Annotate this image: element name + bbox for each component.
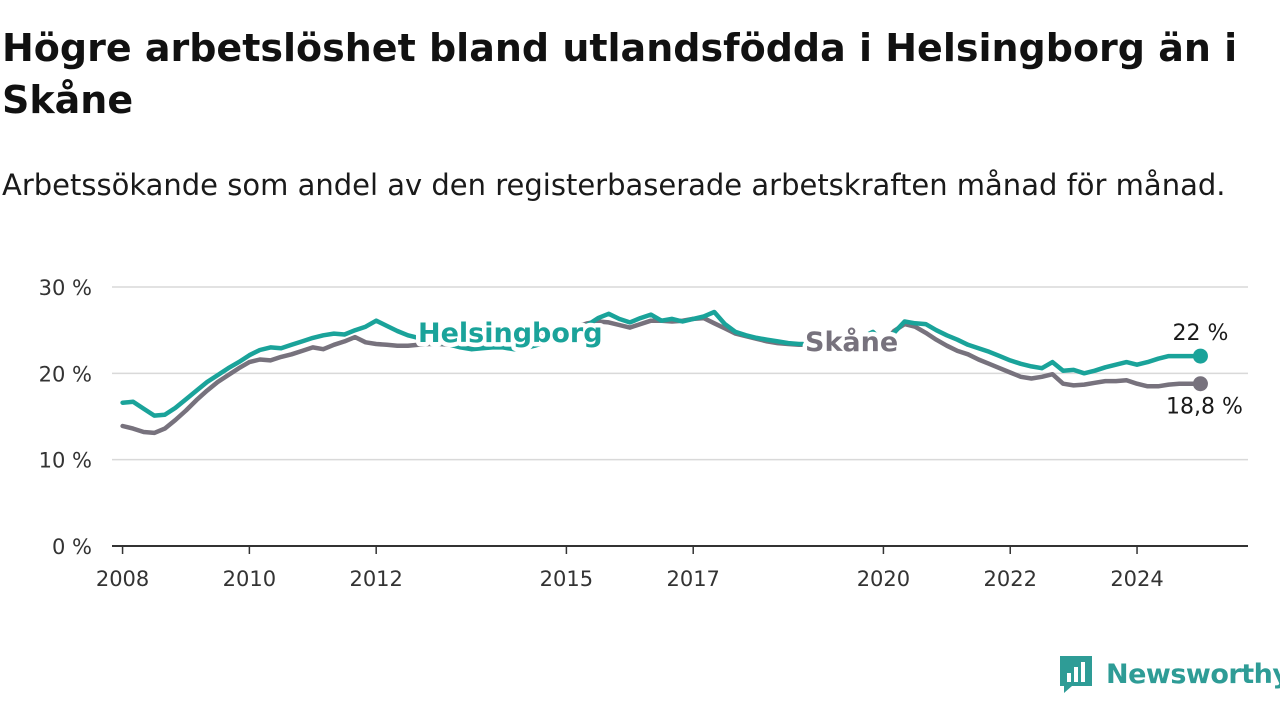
- series-label-sk-ne: Skåne: [805, 326, 898, 358]
- y-tick-label: 0 %: [52, 535, 92, 559]
- series-line-sk-ne: [120, 315, 1203, 436]
- y-tick-label: 30 %: [39, 276, 92, 300]
- y-tick-label: 10 %: [39, 449, 92, 473]
- end-value-label-helsingborg: 22 %: [1172, 321, 1228, 346]
- x-tick-label: 2022: [984, 567, 1037, 591]
- x-tick-label: 2024: [1110, 567, 1163, 591]
- logo-text: Newsworthy: [1106, 658, 1280, 690]
- x-tick-label: 2010: [223, 567, 276, 591]
- chart-title: Högre arbetslöshet bland utlandsfödda i …: [2, 26, 1238, 122]
- series-end-dot-helsingborg: [1192, 348, 1208, 364]
- x-tick-label: 2012: [349, 567, 402, 591]
- newsworthy-logo: Newsworthy: [1058, 654, 1280, 694]
- gridlines: [112, 286, 1248, 461]
- x-tick-label: 2008: [96, 567, 149, 591]
- series-labels: Helsingborg Skåne 22 % 18,8 %: [414, 314, 1243, 420]
- newsworthy-logo-icon: [1060, 656, 1092, 693]
- x-axis: 2008 2010 2012 2015 2017 2020 2022 2024: [96, 545, 1248, 591]
- series-label-helsingborg: Helsingborg: [418, 318, 603, 349]
- x-tick-label: 2015: [540, 567, 593, 591]
- end-value-label-skane: 18,8 %: [1166, 395, 1243, 420]
- chart-subtitle: Arbetssökande som andel av den registerb…: [2, 168, 1226, 202]
- series-end-dot-sk-ne: [1192, 376, 1208, 392]
- x-tick-label: 2020: [857, 567, 910, 591]
- y-axis-ticks: 0 % 10 % 20 % 30 %: [39, 276, 92, 559]
- series-lines: [120, 309, 1208, 436]
- series-line-helsingborg: [120, 309, 1203, 418]
- x-tick-label: 2017: [666, 567, 719, 591]
- line-chart: 0 % 10 % 20 % 30 % 2008 2010 2012 2015 2017 2020…: [39, 276, 1248, 591]
- y-tick-label: 20 %: [39, 362, 92, 386]
